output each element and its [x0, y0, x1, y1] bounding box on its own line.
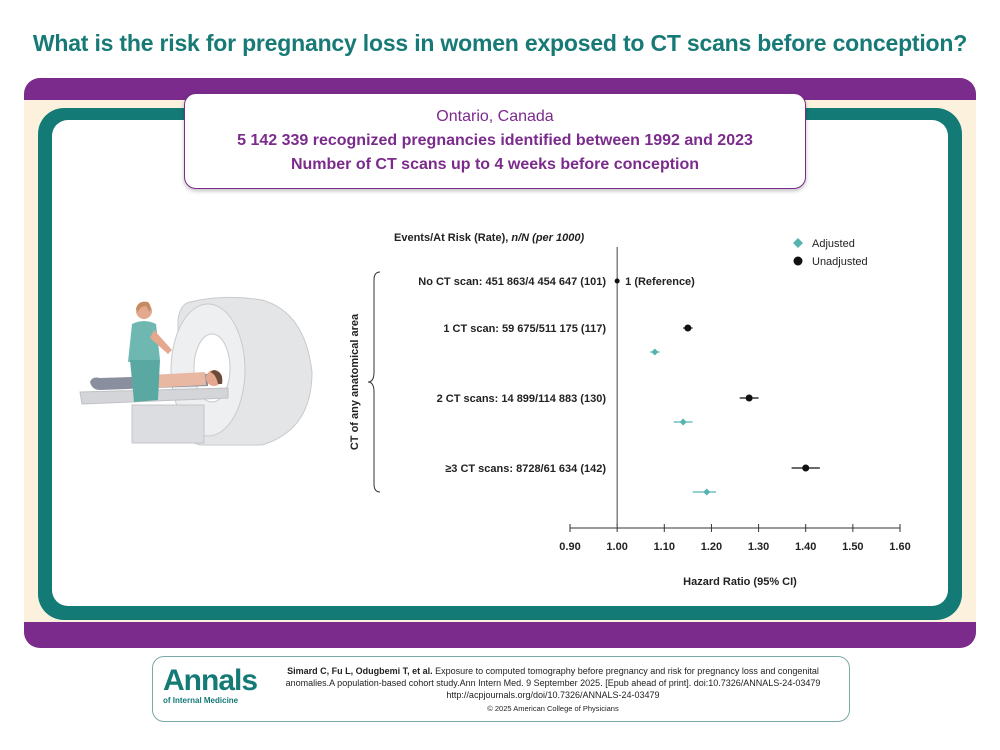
adjusted-point	[703, 488, 711, 496]
legend-unadjusted-marker	[793, 256, 803, 266]
nurse-body	[128, 321, 160, 362]
journal-logo-title: Annals	[163, 664, 258, 697]
legend-unadjusted-label: Unadjusted	[812, 256, 868, 268]
legend-adjusted-label: Adjusted	[812, 238, 855, 250]
reference-label: 1 (Reference)	[625, 276, 695, 288]
citation-authors: Simard C, Fu L, Odugbemi T, et al.	[287, 666, 433, 676]
x-tick-label: 1.50	[842, 541, 863, 553]
legend: Adjusted Unadjusted	[793, 238, 868, 268]
ct-base	[131, 404, 205, 444]
copyright: © 2025 American College of Physicians	[487, 704, 619, 713]
patient-torso	[150, 372, 206, 388]
citation-text: Simard C, Fu L, Odugbemi T, et al. Expos…	[268, 665, 838, 715]
citation-footer: Annals of Internal Medicine Simard C, Fu…	[152, 656, 850, 722]
study-exposure: Number of CT scans up to 4 weeks before …	[290, 156, 700, 173]
nurse-hair	[136, 301, 151, 312]
ct-scanner-illustration	[79, 296, 313, 446]
nurse-legs	[130, 360, 160, 402]
x-tick-label: 1.30	[748, 541, 769, 553]
unadjusted-point	[745, 394, 753, 402]
x-tick-label: 1.40	[795, 541, 816, 553]
unadjusted-point	[684, 324, 692, 332]
journal-logo-subtitle: of Internal Medicine	[163, 696, 239, 705]
group-label: CT of any anatomical area	[349, 313, 361, 450]
x-axis-label: Hazard Ratio (95% CI)	[683, 576, 797, 588]
column-header-italic: n/N (per 1000)	[511, 232, 584, 244]
row-label: No CT scan: 451 863/4 454 647 (101)	[418, 276, 606, 288]
adjusted-point	[651, 348, 659, 356]
study-location: Ontario, Canada	[436, 108, 554, 125]
x-tick-label: 1.60	[889, 541, 910, 553]
x-tick-label: 0.90	[559, 541, 580, 553]
x-axis: 0.90 1.00 1.10 1.20 1.30 1.40 1.50 1.60	[559, 524, 911, 553]
journal-logo: Annals of Internal Medicine	[163, 664, 258, 706]
x-tick-label: 1.00	[606, 541, 627, 553]
citation-details: Exposure to computed tomography before p…	[285, 666, 821, 688]
bottom-purple-band	[24, 622, 976, 648]
row-label: 2 CT scans: 14 899/114 883 (130)	[437, 393, 607, 405]
study-header: Ontario, Canada 5 142 339 recognized pre…	[184, 93, 806, 189]
patient-hair	[210, 370, 223, 384]
unadjusted-point	[802, 464, 810, 472]
adjusted-point	[679, 418, 687, 426]
x-tick-label: 1.10	[654, 541, 675, 553]
row-label: ≥3 CT scans: 8728/61 634 (142)	[445, 463, 606, 475]
x-tick-label: 1.20	[701, 541, 722, 553]
study-population: 5 142 339 recognized pregnancies identif…	[237, 132, 753, 149]
markers: 1 (Reference)	[614, 276, 820, 496]
column-header-main: Events/At Risk (Rate),	[394, 232, 511, 244]
nurse-arm	[150, 330, 172, 354]
row-labels: No CT scan: 451 863/4 454 647 (101) 1 CT …	[418, 276, 606, 475]
legend-adjusted-marker	[793, 238, 803, 248]
reference-point	[614, 278, 620, 284]
citation-url[interactable]: http://acpjournals.org/doi/10.7326/ANNAL…	[446, 690, 660, 700]
row-label: 1 CT scan: 59 675/511 175 (117)	[443, 323, 606, 335]
page-title: What is the risk for pregnancy loss in w…	[32, 30, 968, 56]
column-header: Events/At Risk (Rate), n/N (per 1000)	[394, 232, 584, 244]
group-bracket	[367, 271, 381, 493]
